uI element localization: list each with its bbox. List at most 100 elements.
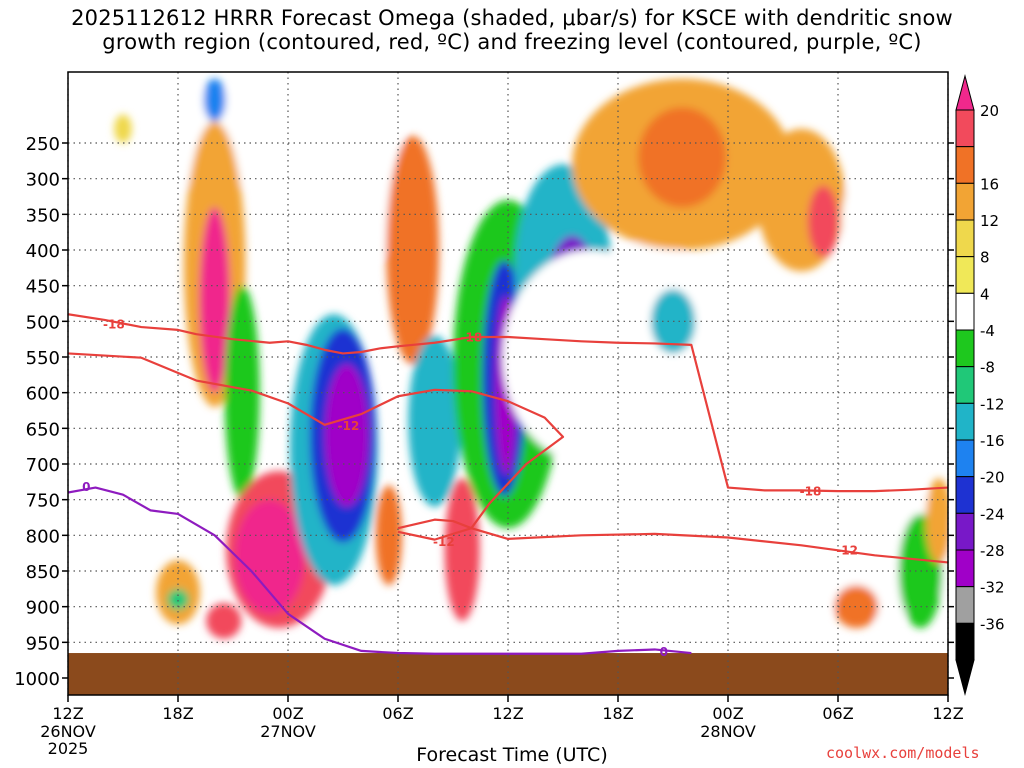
- omega-cell-1: [114, 114, 132, 143]
- dgz-label-4: -12: [836, 544, 858, 558]
- x-tick-sublabel-36-0: 28NOV: [700, 722, 756, 741]
- colorbar-label-7: -12: [980, 395, 1005, 413]
- dgz-contour-2: [397, 518, 473, 541]
- colorbar-label-3: 8: [980, 249, 990, 267]
- colorbar-bin-4: [955, 256, 975, 294]
- dgz-label-2: -18: [800, 484, 822, 498]
- colorbar-label-4: 4: [980, 285, 990, 303]
- dgz-contour-0: [68, 313, 948, 493]
- omega-cell-32: [807, 185, 839, 258]
- colorbar-bin-12: [955, 549, 975, 588]
- colorbar-label-1: 16: [980, 175, 999, 193]
- y-tick-label-850: 850: [26, 562, 60, 583]
- y-tick-label-300: 300: [26, 170, 60, 191]
- omega-cell-3: [167, 588, 189, 611]
- colorbar-bin-8: [955, 402, 975, 441]
- dgz-label-text: -18: [103, 317, 125, 331]
- x-tick-label-6: 18Z: [162, 704, 193, 723]
- colorbar-bin-3: [955, 219, 975, 258]
- dgz-label-text: -12: [836, 544, 858, 558]
- dgz-label-5: -12: [433, 535, 455, 549]
- colorbar-label-2: 12: [980, 212, 999, 230]
- x-tick-label-24: 12Z: [492, 704, 523, 723]
- omega-cell-9: [206, 603, 242, 639]
- y-tick-label-350: 350: [26, 205, 60, 226]
- x-tick-label-48: 12Z: [932, 704, 963, 723]
- omega-cell-0: [68, 406, 104, 550]
- chart-title: 2025112612 HRRR Forecast Omega (shaded, …: [0, 6, 1024, 54]
- source-credit[interactable]: coolwx.com/models: [826, 744, 980, 762]
- y-tick-label-650: 650: [26, 419, 60, 440]
- omega-cell-17: [375, 485, 403, 586]
- colorbar-label-6: -8: [980, 359, 995, 377]
- colorbar-bin-0: [955, 109, 975, 148]
- x-tick-label-30: 18Z: [602, 704, 633, 723]
- x-tick-label-0: 12Z: [52, 704, 83, 723]
- colorbar-bin-7: [955, 366, 975, 404]
- colorbar-top-arrow: [955, 74, 975, 111]
- x-tick-label-36: 00Z: [712, 704, 743, 723]
- x-tick-label-12: 00Z: [272, 704, 303, 723]
- colorbar-bin-5: [955, 292, 975, 331]
- dgz-label-text: -12: [433, 535, 455, 549]
- colorbar-bin-14: [955, 622, 975, 661]
- y-tick-label-750: 750: [26, 491, 60, 512]
- y-tick-label-800: 800: [26, 526, 60, 547]
- y-tick-label-250: 250: [26, 134, 60, 155]
- colorbar-bin-1: [955, 146, 975, 184]
- freezing-label-0: 0: [82, 480, 90, 494]
- title-line-2: growth region (contoured, red, ºC) and f…: [102, 30, 922, 54]
- x-tick-label-42: 06Z: [822, 704, 853, 723]
- colorbar-label-12: -32: [980, 579, 1005, 597]
- colorbar-bin-6: [955, 329, 975, 368]
- colorbar-bin-2: [955, 182, 975, 221]
- contours: -18 -18 -18 -12 -12 -12 0 0: [68, 313, 948, 659]
- omega-cell-12: [234, 499, 305, 614]
- x-tick-label-18: 06Z: [382, 704, 413, 723]
- plot-area: -18 -18 -18 -12 -12 -12 0 0: [67, 72, 949, 695]
- y-tick-label-500: 500: [26, 312, 60, 333]
- dgz-label-1: -18: [460, 330, 482, 344]
- colorbar-bin-9: [955, 439, 975, 478]
- y-tick-label-450: 450: [26, 277, 60, 298]
- omega-cell-20: [444, 478, 480, 621]
- colorbar: 20 16 12 8 4 -4 -8 -12 -16 -20 -24 -28 -32 -36: [955, 74, 1005, 696]
- omega-cell-8: [199, 207, 231, 393]
- colorbar-label-8: -16: [980, 432, 1005, 450]
- x-tick-sublabel-12-0: 27NOV: [260, 722, 316, 741]
- dgz-contour-1: [68, 352, 948, 564]
- omega-cell-6: [203, 78, 226, 122]
- y-tick-label-900: 900: [26, 598, 60, 619]
- omega-cell-33: [841, 164, 908, 279]
- omega-shading: [68, 72, 948, 695]
- omega-cell-35: [834, 585, 879, 629]
- freezing-level-contour: [68, 486, 692, 655]
- omega-cell-30: [638, 107, 727, 208]
- colorbar-label-0: 20: [980, 102, 999, 120]
- colorbar-label-9: -20: [980, 469, 1005, 487]
- colorbar-bottom-arrow: [955, 659, 975, 696]
- omega-cell-37: [925, 478, 948, 564]
- y-tick-label-700: 700: [26, 455, 60, 476]
- freezing-label-1: 0: [660, 645, 668, 659]
- dgz-label-text: -12: [338, 419, 360, 433]
- colorbar-bin-10: [955, 476, 975, 514]
- dgz-label-text: -18: [800, 484, 822, 498]
- colorbar-label-11: -28: [980, 542, 1005, 560]
- y-tick-label-950: 950: [26, 633, 60, 654]
- colorbar-label-5: -4: [980, 322, 995, 340]
- y-tick-label-550: 550: [26, 348, 60, 369]
- dgz-label-3: -12: [338, 419, 360, 433]
- colorbar-label-13: -36: [980, 615, 1005, 633]
- dgz-label-text: -18: [460, 330, 482, 344]
- omega-cell-18: [386, 135, 440, 365]
- omega-cell-15: [324, 364, 369, 507]
- x-tick-sublabel-0-0: 26NOV: [40, 722, 96, 741]
- y-tick-label-600: 600: [26, 384, 60, 405]
- colorbar-bin-11: [955, 512, 975, 551]
- y-tick-label-1000: 1000: [14, 669, 60, 690]
- grid-lines: [67, 72, 949, 695]
- colorbar-label-10: -24: [980, 505, 1005, 523]
- omega-cell-4: [183, 471, 210, 543]
